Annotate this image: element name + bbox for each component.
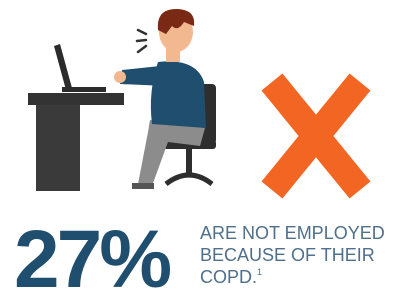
chair-base (166, 175, 212, 184)
caption-line: BECAUSE OF THEIR (200, 245, 375, 265)
caption: ARE NOT EMPLOYED BECAUSE OF THEIR COPD.1 (200, 223, 385, 287)
cough-lines (137, 30, 146, 52)
laptop-base (62, 87, 106, 92)
x-mark (272, 82, 360, 190)
caption-line: COPD.1 (200, 267, 262, 287)
caption-line: ARE NOT EMPLOYED (200, 223, 385, 243)
arm (120, 66, 166, 86)
laptop-screen (54, 44, 72, 90)
statistic: 27% (14, 214, 170, 294)
illustration (28, 9, 360, 191)
desk-pedestal (36, 105, 80, 191)
desk-top (28, 93, 124, 105)
page: 27% ARE NOT EMPLOYED BECAUSE OF THEIR CO… (0, 0, 419, 294)
caption-text: COPD. (200, 267, 257, 287)
infographic: 27% ARE NOT EMPLOYED BECAUSE OF THEIR CO… (0, 0, 419, 294)
chair-stem (186, 149, 192, 173)
shoe (132, 183, 154, 189)
footnote: 1 (257, 267, 262, 277)
hand (114, 71, 126, 83)
